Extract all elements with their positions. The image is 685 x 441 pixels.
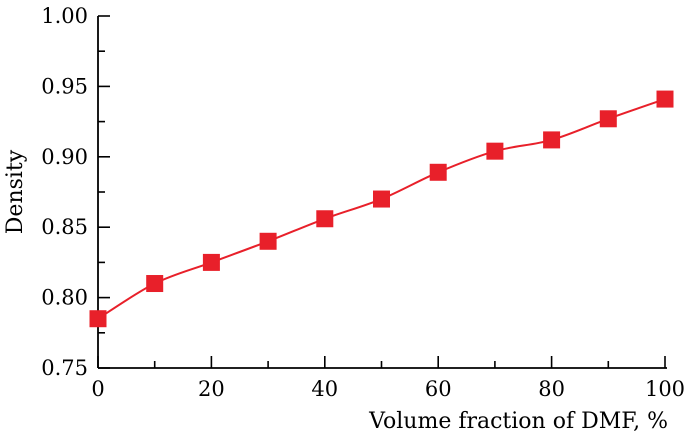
x-axis-ticks: 0 20 40 60 80 100 bbox=[91, 356, 685, 401]
data-point-marker bbox=[259, 232, 277, 250]
x-tick-label: 60 bbox=[425, 377, 452, 401]
x-tick-label: 20 bbox=[198, 377, 225, 401]
series-line bbox=[97, 98, 666, 320]
x-tick-label: 100 bbox=[645, 377, 685, 401]
data-point-marker bbox=[429, 163, 447, 181]
x-tick-label: 0 bbox=[91, 377, 104, 401]
y-tick-label: 0.90 bbox=[41, 145, 88, 169]
data-point-marker bbox=[543, 131, 561, 149]
data-point-marker bbox=[486, 142, 504, 160]
data-point-marker bbox=[656, 90, 674, 108]
y-axis-title: Density bbox=[3, 149, 28, 234]
x-tick-label: 80 bbox=[538, 377, 565, 401]
data-point-marker bbox=[373, 190, 390, 208]
data-point-marker bbox=[316, 210, 334, 228]
y-axis-ticks: 0.75 0.80 0.85 0.90 0.95 1.00 bbox=[41, 4, 110, 380]
x-tick-label: 40 bbox=[311, 377, 338, 401]
y-tick-label: 0.75 bbox=[41, 356, 88, 380]
y-tick-label: 0.80 bbox=[41, 286, 88, 310]
series-markers bbox=[89, 90, 674, 328]
y-tick-label: 1.00 bbox=[41, 4, 88, 28]
x-axis-title: Volume fraction of DMF, % bbox=[368, 409, 668, 434]
data-point-marker bbox=[89, 310, 107, 328]
data-point-marker bbox=[202, 253, 220, 271]
data-point-marker bbox=[599, 110, 617, 128]
y-tick-label: 0.85 bbox=[41, 215, 88, 239]
y-tick-label: 0.95 bbox=[41, 74, 88, 98]
data-point-marker bbox=[146, 275, 164, 293]
